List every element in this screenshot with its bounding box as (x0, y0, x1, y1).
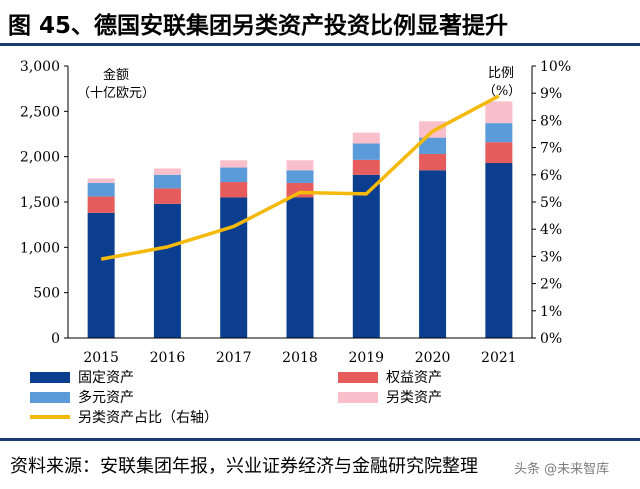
x-tick-label: 2017 (216, 350, 252, 366)
right-tick-label: 1% (540, 304, 562, 320)
right-tick-label: 2% (540, 277, 562, 293)
legend-swatch (338, 392, 378, 403)
left-axis-label-line2: （十亿欧元） (77, 86, 155, 101)
bar-segment (286, 170, 314, 183)
legend-label: 另类资产占比（右轴） (78, 410, 218, 426)
bar-segment (87, 196, 115, 213)
bar-segment (220, 160, 248, 168)
x-tick-label: 2020 (415, 350, 451, 366)
bar-segment (153, 174, 181, 189)
left-tick-label: 2,000 (20, 150, 60, 166)
stacked-bar-line-chart: 0 500 1,000 1,500 2,000 2,500 3,000 0% 1% 2% 3% 4% 5… (20, 59, 571, 426)
x-tick-label: 2018 (282, 350, 318, 366)
bar-segment (352, 132, 380, 144)
bar-segment (286, 160, 314, 171)
right-tick-label: 8% (540, 113, 562, 129)
bar-segment (419, 170, 447, 338)
right-tick-label: 0% (540, 331, 562, 347)
bar-segment (485, 142, 513, 164)
legend-label: 另类资产 (386, 390, 442, 406)
left-tick-label: 2,500 (20, 104, 60, 120)
bar-segment (153, 188, 181, 204)
bar-segment (220, 197, 248, 338)
right-tick-label: 9% (540, 86, 562, 102)
legend-swatch (30, 372, 70, 383)
bar-segment (485, 163, 513, 338)
bar-segment (87, 182, 115, 197)
bar-segment (419, 153, 447, 171)
left-tick-label: 1,000 (20, 240, 60, 256)
right-tick-label: 4% (540, 222, 562, 238)
bar-segment (153, 203, 181, 338)
right-tick-label: 3% (540, 249, 562, 265)
x-tick-label: 2015 (83, 350, 119, 366)
watermark: 头条 @未来智库 (514, 462, 610, 477)
bar-segment (485, 101, 513, 124)
bar-segment (352, 159, 380, 175)
ratio-line (100, 94, 500, 261)
bar-segment (485, 123, 513, 143)
x-tick-label: 2021 (481, 350, 517, 366)
bar-segment (419, 137, 447, 154)
title-rule (0, 43, 640, 46)
legend-label: 固定资产 (78, 370, 134, 386)
legend-label: 权益资产 (386, 370, 442, 386)
legend-swatch (338, 372, 378, 383)
bar-segment (87, 212, 115, 338)
left-tick-label: 1,500 (20, 195, 60, 211)
bar-segment (220, 167, 248, 183)
x-tick-label: 2016 (150, 350, 186, 366)
bar-segment (286, 182, 314, 198)
right-axis-label-line1: 比例 (488, 66, 514, 81)
right-tick-label: 7% (540, 141, 562, 157)
x-tick-label: 2019 (348, 350, 384, 366)
left-axis-label-line1: 金额 (103, 67, 129, 83)
right-tick-label: 5% (540, 195, 562, 211)
left-tick-label: 500 (33, 286, 60, 302)
right-tick-label: 6% (540, 168, 562, 184)
right-axis-label-line2: （%） (483, 84, 521, 99)
figure-title: 图 45、德国安联集团另类资产投资比例显著提升 (8, 13, 509, 39)
source-note: 资料来源：安联集团年报，兴业证券经济与金融研究院整理 (10, 456, 478, 477)
right-tick-label: 10% (540, 59, 571, 75)
bar-segment (87, 178, 115, 183)
source-rule (0, 438, 640, 441)
left-tick-label: 3,000 (20, 59, 60, 75)
left-tick-label: 0 (51, 331, 60, 347)
bar-segment (352, 143, 380, 160)
bar-segment (153, 168, 181, 175)
legend-label: 多元资产 (78, 389, 134, 406)
bar-segment (352, 174, 380, 338)
bar-segment (286, 197, 314, 338)
legend-swatch (30, 392, 70, 403)
bar-segment (220, 182, 248, 198)
